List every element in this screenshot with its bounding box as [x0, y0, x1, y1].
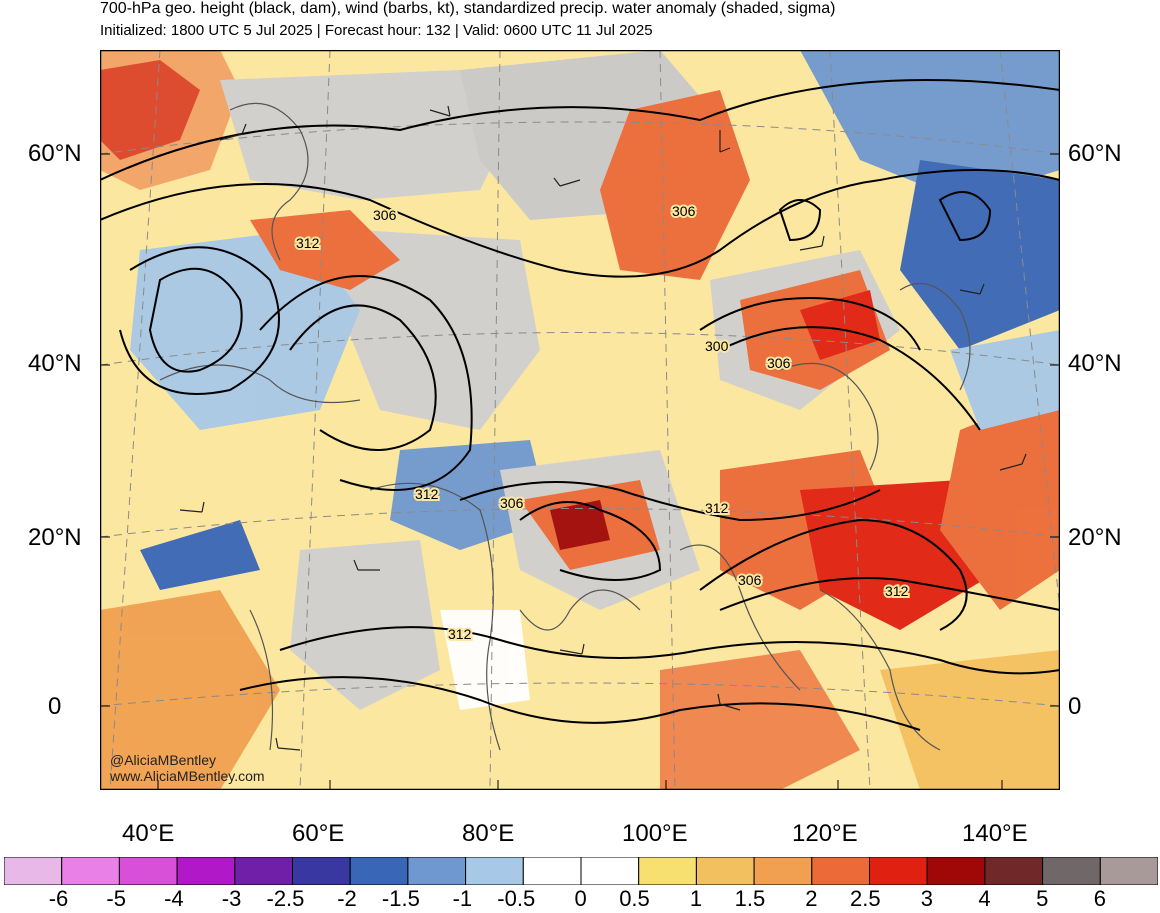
colorbar-label: 6 [1093, 886, 1107, 911]
colorbar-label: -1.5 [381, 886, 420, 911]
colorbar-label: 2 [805, 886, 818, 911]
lat-label-left: 60°N [28, 140, 82, 167]
colorbar-label: 4 [978, 886, 991, 911]
colorbar-swatch [869, 857, 928, 885]
colorbar-label: 5 [1036, 886, 1049, 911]
colorbar-label: 0 [574, 886, 587, 911]
lon-label: 100°E [622, 820, 688, 847]
anomaly-shading [100, 50, 1060, 790]
colorbar [4, 857, 1158, 885]
contour-label: 312 [705, 500, 729, 516]
colorbar-swatch [926, 857, 986, 885]
colorbar-swatch [984, 857, 1044, 885]
lon-label: 80°E [462, 820, 515, 847]
colorbar-label: -0.5 [497, 886, 536, 911]
contour-label: 312 [296, 235, 320, 251]
colorbar-label: -6 [48, 886, 69, 911]
lat-lon-grid [100, 50, 1060, 790]
colorbar-swatch [292, 857, 351, 885]
contour-label: 306 [767, 355, 791, 371]
forecast-map: 306 312 306 300 306 312 306 312 306 312 … [100, 50, 1060, 790]
colorbar-label: -4 [164, 886, 184, 911]
lat-label-left: 40°N [28, 350, 82, 377]
lat-label-right: 20°N [1068, 524, 1122, 551]
credit-site: www.AliciaMBentley.com [110, 768, 265, 784]
colorbar-swatch [1099, 857, 1158, 885]
colorbar-swatch [638, 857, 697, 885]
lat-label-left: 0 [48, 693, 62, 720]
colorbar-swatch [4, 857, 63, 885]
colorbar-label: -1 [452, 886, 473, 911]
colorbar-swatch [234, 857, 294, 885]
colorbar-swatch [407, 857, 467, 885]
colorbar-label: 2.5 [850, 886, 881, 911]
colorbar-label: -3 [221, 886, 242, 911]
contour-label: 306 [672, 203, 696, 219]
lat-label-right: 0 [1068, 693, 1082, 720]
colorbar-label: 3 [920, 886, 933, 911]
contour-label: 306 [738, 572, 762, 588]
colorbar-swatch [695, 857, 755, 885]
height-contours [100, 79, 1060, 731]
chart-subtitle: Initialized: 1800 UTC 5 Jul 2025 | Forec… [100, 22, 653, 39]
colorbar-label: -5 [106, 886, 126, 911]
lon-label: 40°E [122, 820, 175, 847]
contour-label: 300 [705, 338, 729, 354]
map-frame [100, 50, 1060, 790]
lat-label-right: 40°N [1068, 350, 1122, 377]
lon-label: 60°E [292, 820, 345, 847]
lat-label-left: 20°N [28, 524, 82, 551]
contour-labels: 306 312 306 300 306 312 306 312 306 312 … [294, 201, 911, 644]
colorbar-swatch [1042, 857, 1101, 885]
colorbar-swatch [118, 857, 178, 885]
contour-label: 306 [373, 207, 397, 223]
colorbar-swatch [522, 857, 582, 885]
colorbar-label: 1 [689, 886, 703, 911]
colorbar-swatch [811, 857, 870, 885]
contour-label: 306 [500, 495, 524, 511]
credit-handle: @AliciaMBentley [110, 752, 217, 768]
wind-barbs [179, 105, 1027, 751]
colorbar-label: 0.5 [619, 886, 650, 911]
colorbar-swatch [61, 857, 120, 885]
contour-label: 312 [885, 583, 909, 599]
lat-label-right: 60°N [1068, 140, 1122, 167]
chart-title: 700-hPa geo. height (black, dam), wind (… [100, 0, 836, 17]
lon-label: 140°E [962, 820, 1028, 847]
lon-label: 120°E [792, 820, 858, 847]
colorbar-label: 1.5 [734, 886, 766, 911]
colorbar-label: -2 [337, 886, 357, 911]
colorbar-swatch [465, 857, 524, 885]
colorbar-swatch [349, 857, 409, 885]
colorbar-swatch [176, 857, 236, 885]
map-ticks [100, 153, 1060, 790]
colorbar-swatch [580, 857, 640, 885]
colorbar-label: -2.5 [266, 886, 305, 911]
contour-label: 312 [415, 486, 439, 502]
colorbar-swatch [753, 857, 813, 885]
contour-label: 312 [448, 626, 472, 642]
coastlines [159, 102, 971, 751]
